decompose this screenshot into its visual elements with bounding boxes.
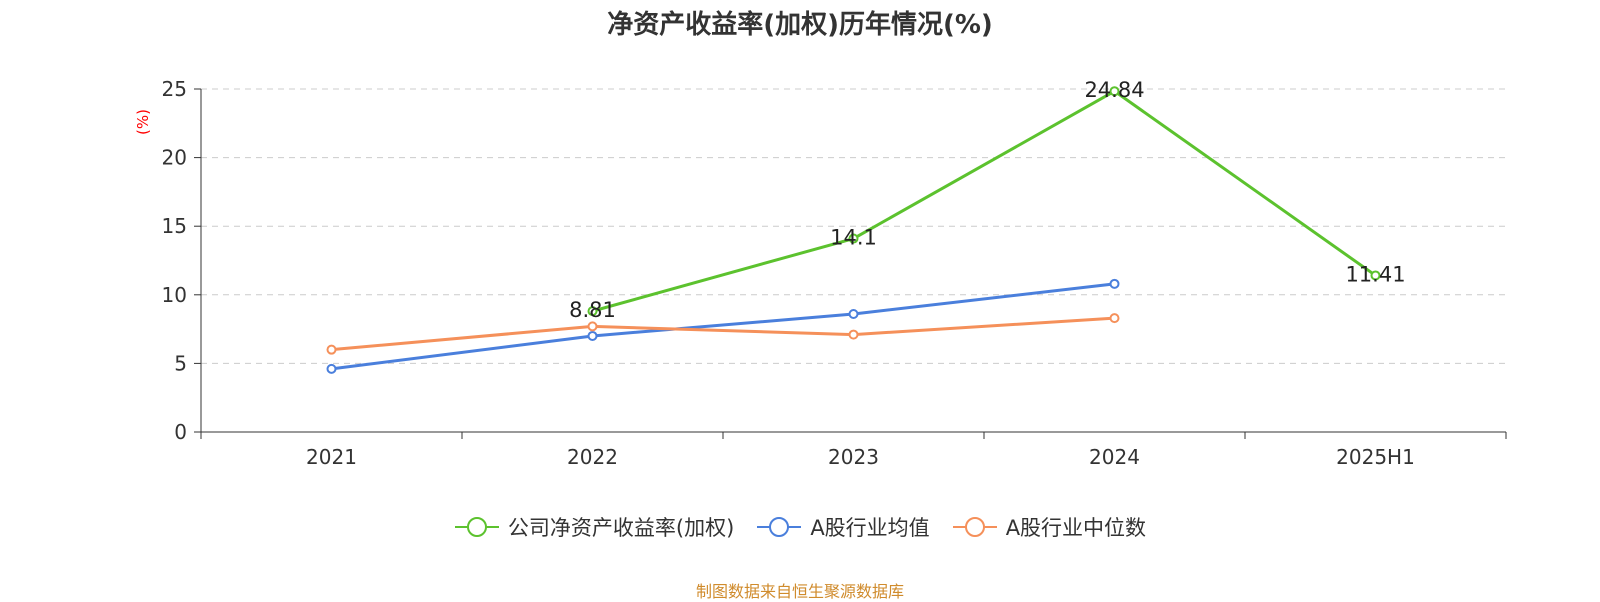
gridlines — [201, 88, 1506, 364]
x-tick-label: 2021 — [306, 445, 357, 469]
y-tick-label: 10 — [162, 283, 187, 307]
axes: 0 5 10 15 20 25 2021 2022 2023 2024 2025H1 — [162, 77, 1507, 469]
data-point — [587, 321, 598, 332]
data-point — [1109, 86, 1120, 97]
legend-label: A股行业中位数 — [1005, 516, 1147, 540]
y-tick-label: 5 — [174, 351, 187, 375]
data-point — [587, 330, 598, 341]
legend-label: 公司净资产收益率(加权) — [507, 516, 735, 540]
data-point — [326, 363, 337, 374]
data-label: 11.41 — [1345, 262, 1405, 286]
data-point — [1109, 313, 1120, 324]
data-point — [848, 309, 859, 320]
data-label: 14.1 — [830, 226, 877, 250]
data-label: 8.81 — [569, 298, 616, 322]
legend: 公司净资产收益率(加权) A股行业均值 A股行业中位数 — [0, 512, 1600, 542]
legend-label: A股行业均值 — [810, 516, 930, 540]
y-tick-label: 15 — [162, 214, 187, 238]
data-labels: 8.81 14.1 24.84 11.41 — [569, 78, 1405, 322]
data-point — [1109, 278, 1120, 289]
data-point — [1370, 270, 1381, 281]
legend-item[interactable]: A股行业均值 — [756, 512, 930, 542]
legend-item[interactable]: A股行业中位数 — [952, 512, 1146, 542]
series-line — [592, 89, 1377, 313]
data-point — [848, 233, 859, 244]
data-point — [326, 344, 337, 355]
series-line — [331, 282, 1115, 371]
y-tick-label: 20 — [162, 146, 187, 170]
x-tick-label: 2025H1 — [1336, 445, 1415, 469]
x-tick-label: 2023 — [828, 445, 879, 469]
y-axis-label: (%) — [134, 109, 152, 135]
x-tick-label: 2024 — [1089, 445, 1140, 469]
chart-title: 净资产收益率(加权)历年情况(%) — [607, 10, 993, 40]
legend-line-circle-icon — [952, 517, 997, 537]
data-point — [587, 306, 598, 317]
data-point — [848, 329, 859, 340]
series — [326, 86, 1381, 374]
y-tick-label: 0 — [174, 420, 187, 444]
x-tick-label: 2022 — [567, 445, 618, 469]
series-line — [331, 316, 1115, 352]
legend-line-circle-icon — [454, 517, 499, 537]
y-tick-label: 25 — [162, 77, 187, 101]
data-label: 24.84 — [1084, 78, 1144, 102]
legend-line-circle-icon — [757, 517, 802, 537]
legend-item[interactable]: 公司净资产收益率(加权) — [454, 512, 734, 542]
source-note: 制图数据来自恒生聚源数据库 — [695, 582, 904, 601]
